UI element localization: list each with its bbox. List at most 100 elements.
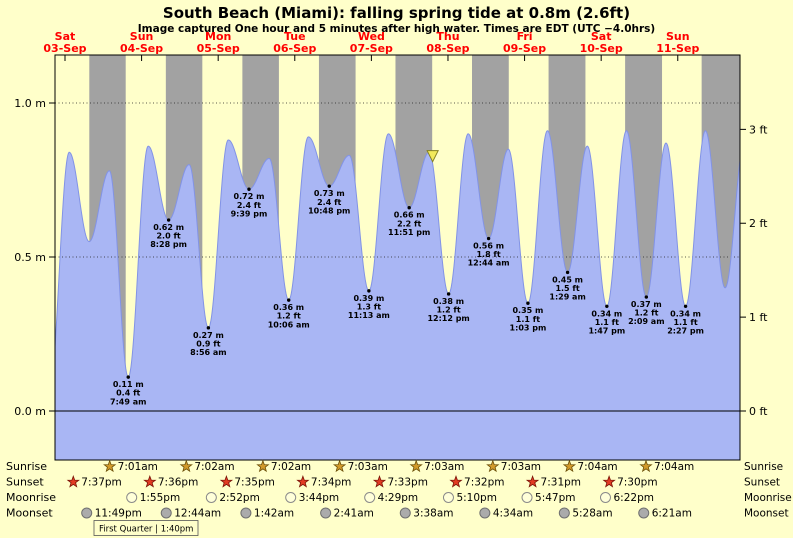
tide-extreme-dot [605,304,609,308]
day-label: Fri 09-Sep [503,30,546,55]
moonrise-time: 2:52pm [219,492,259,504]
tide-extreme-dot [407,206,411,210]
moonset-time: 1:42am [254,508,294,520]
day-label: Sun 04-Sep [120,30,163,55]
tide-extreme-label: 0.34 m 1.1 ft 1:47 pm [588,309,625,335]
tide-extreme-label: 0.56 m 1.8 ft 12:44 am [468,242,510,268]
tide-area [55,130,740,460]
sunset-time: 7:37pm [81,477,121,489]
moonset-time: 3:38am [413,508,453,520]
sunrise-icon [409,459,423,473]
y-axis-label-m: 0.0 m [14,405,46,418]
moonset-time: 11:49pm [95,508,142,520]
tide-extreme-dot [526,301,530,305]
sunrise-time: 7:03am [424,461,464,473]
day-label: Mon 05-Sep [197,30,240,55]
sunrise-icon [332,459,347,473]
chart-subtitle: Image captured One hour and 5 minutes af… [137,23,656,35]
almanac-row-label-left: Sunrise [6,460,47,473]
almanac-row-label-right: Sunrise [744,461,783,473]
sunrise-time: 7:04am [577,461,617,473]
moonrise-time: 1:55pm [140,492,180,504]
moonset-time: 6:21am [652,508,692,520]
sunset-icon [449,475,463,488]
tide-extreme-label: 0.39 m 1.3 ft 11:13 am [348,294,390,320]
y-axis-label-ft: 3 ft [749,123,768,136]
tide-extreme-dot [446,292,451,296]
y-axis-label-m: 0.5 m [14,251,46,264]
sunset-icon [296,475,310,488]
tide-extreme-dot [367,289,371,293]
sunset-icon [372,475,387,488]
tide-extreme-label: 0.73 m 2.4 ft 10:48 pm [308,189,350,215]
y-axis-label-ft: 0 ft [749,405,768,418]
sunset-time: 7:34pm [311,477,351,489]
moonset-icon [638,507,650,519]
sunrise-icon [179,459,193,473]
sunrise-time: 7:04am [654,461,694,473]
sunrise-time: 7:02am [194,461,234,473]
moonrise-time: 5:10pm [456,492,496,504]
sunrise-time: 7:03am [348,461,388,473]
sunrise-icon [486,459,500,473]
day-label: Wed 07-Sep [350,30,393,55]
tide-extreme-label: 0.36 m 1.2 ft 10:06 am [268,303,310,329]
tide-extreme-label: 0.27 m 0.9 ft 8:56 am [190,331,226,357]
sunset-icon [602,475,616,488]
sunset-time: 7:32pm [464,477,504,489]
day-label: Tue 06-Sep [273,30,316,55]
moonset-icon [240,507,252,519]
moonrise-icon [364,492,376,503]
tide-extreme-label: 0.66 m 2.2 ft 11:51 pm [388,211,430,237]
y-axis-label-ft: 2 ft [749,217,768,230]
sunset-icon [143,475,157,488]
moonrise-icon [521,492,533,503]
y-axis-label-ft: 1 ft [749,311,768,324]
moonrise-time: 4:29pm [378,492,418,504]
y-axis-label-m: 1.0 m [14,97,46,110]
moonrise-time: 6:22pm [613,492,653,504]
moon-phase-note-box [93,520,199,536]
sunrise-time: 7:01am [118,461,158,473]
tide-extreme-dot [206,326,211,330]
sunset-icon [66,475,80,488]
sunrise-icon [256,459,270,473]
moonrise-time: 3:44pm [299,492,339,504]
moonset-time: 12:44am [174,508,221,520]
almanac-row-label-left: Moonset [6,507,53,520]
moonset-time: 2:41am [334,508,374,520]
current-tide-marker [426,150,439,163]
sunset-time: 7:35pm [234,477,274,489]
sunrise-icon [103,459,117,473]
tide-extreme-dot [683,304,688,308]
sunset-time: 7:30pm [617,477,657,489]
day-label: Thu 08-Sep [426,30,469,55]
moonrise-icon [285,492,297,503]
sunrise-icon [562,459,577,473]
sunset-icon [525,475,540,488]
tide-extreme-dot [166,218,171,222]
almanac-row-label-right: Moonset [744,508,789,520]
moonrise-icon [126,492,138,503]
tide-extreme-label: 0.34 m 1.1 ft 2:27 pm [667,309,704,335]
almanac-row-label-right: Moonrise [744,492,792,504]
tide-extreme-dot [247,187,251,191]
moonset-icon [81,507,93,519]
almanac-row-label-left: Moonrise [6,491,56,504]
tide-extreme-label: 0.37 m 1.2 ft 2:09 am [628,300,664,326]
day-label: Sat 03-Sep [43,30,86,55]
moonrise-icon [205,492,217,503]
moonset-time: 5:28am [572,508,612,520]
moonset-icon [479,507,491,519]
sunrise-time: 7:02am [271,461,311,473]
moonrise-icon [599,492,611,503]
almanac-row-label-left: Sunset [6,476,44,489]
tide-extreme-label: 0.72 m 2.4 ft 9:39 pm [231,192,268,218]
tide-extreme-dot [327,184,331,188]
tide-extreme-label: 0.62 m 2.0 ft 8:28 pm [150,223,187,249]
tide-extreme-label: 0.38 m 1.2 ft 12:12 pm [427,297,469,323]
tide-extreme-dot [287,298,291,302]
sunrise-time: 7:03am [501,461,541,473]
